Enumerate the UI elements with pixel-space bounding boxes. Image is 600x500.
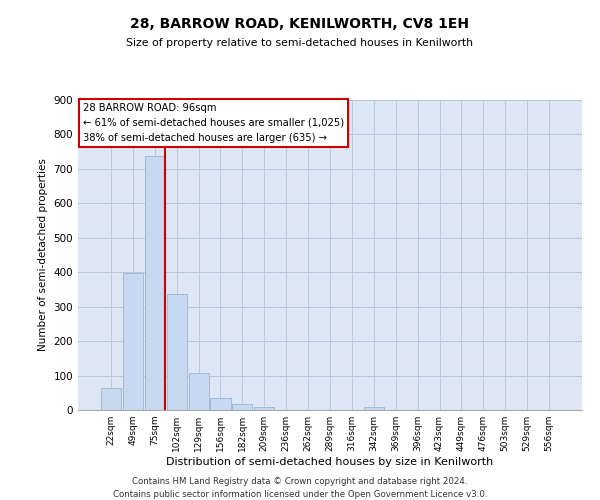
Text: Contains public sector information licensed under the Open Government Licence v3: Contains public sector information licen… bbox=[113, 490, 487, 499]
Bar bbox=[254, 407, 274, 410]
Text: 28, BARROW ROAD, KENILWORTH, CV8 1EH: 28, BARROW ROAD, KENILWORTH, CV8 1EH bbox=[131, 18, 470, 32]
Text: Contains HM Land Registry data © Crown copyright and database right 2024.: Contains HM Land Registry data © Crown c… bbox=[132, 478, 468, 486]
X-axis label: Distribution of semi-detached houses by size in Kenilworth: Distribution of semi-detached houses by … bbox=[166, 457, 494, 467]
Text: 28 BARROW ROAD: 96sqm
← 61% of semi-detached houses are smaller (1,025)
38% of s: 28 BARROW ROAD: 96sqm ← 61% of semi-deta… bbox=[83, 103, 344, 142]
Text: Size of property relative to semi-detached houses in Kenilworth: Size of property relative to semi-detach… bbox=[127, 38, 473, 48]
Bar bbox=[123, 274, 143, 410]
Bar bbox=[188, 373, 209, 410]
Bar bbox=[364, 407, 384, 410]
Bar bbox=[232, 404, 253, 410]
Bar bbox=[211, 398, 230, 410]
Bar bbox=[145, 156, 165, 410]
Bar bbox=[101, 388, 121, 410]
Y-axis label: Number of semi-detached properties: Number of semi-detached properties bbox=[38, 158, 48, 352]
Bar bbox=[167, 294, 187, 410]
